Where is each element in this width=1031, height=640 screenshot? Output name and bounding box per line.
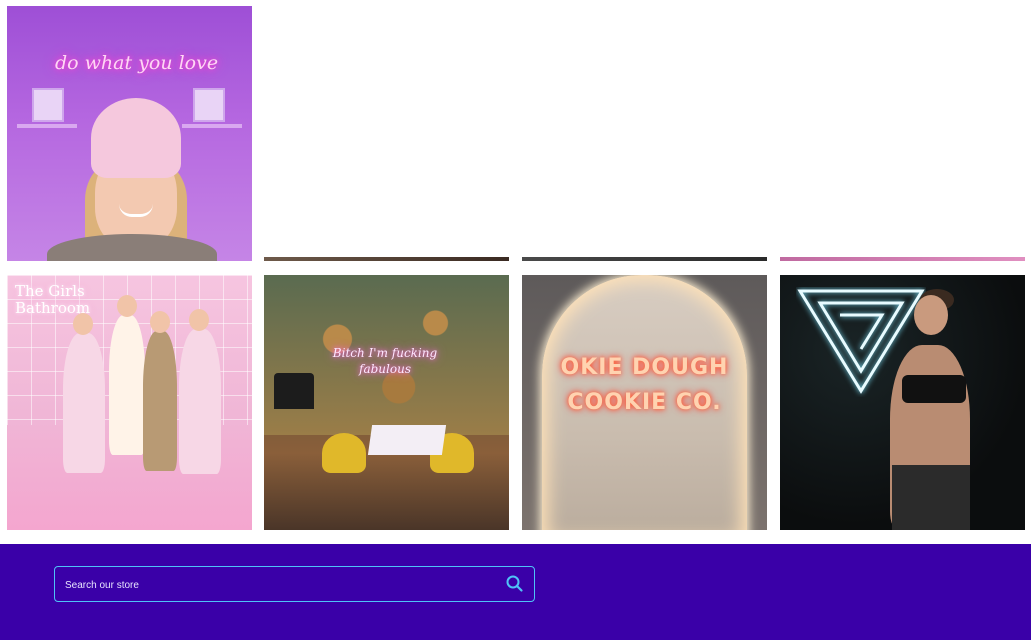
person-beanie: [91, 98, 181, 178]
person-head: [73, 313, 93, 335]
arch-wall: [542, 275, 747, 530]
table: [367, 425, 447, 455]
award-plaque: [193, 88, 225, 122]
chair: [322, 433, 366, 473]
neon-sign-text: do what you love: [55, 52, 219, 74]
award-plaque: [32, 88, 64, 122]
search-button[interactable]: [504, 573, 526, 595]
person-head: [117, 295, 137, 317]
gallery-image-cafe-neon[interactable]: Bitch I'm fucking fabulous: [264, 275, 509, 530]
person-head: [150, 311, 170, 333]
search-icon: [506, 575, 523, 592]
footer: [0, 544, 1031, 640]
search-form: [54, 566, 535, 603]
gallery-image-neon-triangle[interactable]: [780, 275, 1025, 530]
image-strip: [264, 257, 509, 261]
person: [143, 331, 177, 471]
gallery-image-girls-bathroom[interactable]: The Girls Bathroom: [7, 275, 252, 530]
neon-sign-line-1: OKIE DOUGH: [560, 355, 729, 380]
person-body: [47, 234, 217, 261]
person-pants: [892, 465, 970, 530]
person-top: [902, 375, 966, 403]
neon-triangle-logo: [797, 289, 925, 394]
person-smile: [119, 204, 153, 217]
person: [63, 333, 105, 473]
gallery-image-cookie-co-neon[interactable]: OKIE DOUGH COOKIE CO.: [522, 275, 767, 530]
person: [109, 315, 145, 455]
gallery-image-neon-do-what-you-love[interactable]: do what you love: [7, 6, 252, 261]
person-head: [914, 295, 948, 335]
image-strip: [522, 257, 767, 261]
shelf: [17, 124, 77, 128]
search-input[interactable]: [63, 567, 487, 603]
shelf: [182, 124, 242, 128]
person: [179, 329, 221, 474]
neon-sign-text: Bitch I'm fucking fabulous: [332, 346, 438, 376]
image-strip: [780, 257, 1025, 261]
person-head: [189, 309, 209, 331]
lamp: [274, 373, 314, 409]
neon-sign-text: The Girls Bathroom: [15, 282, 91, 317]
neon-sign-line-2: COOKIE CO.: [567, 390, 722, 415]
